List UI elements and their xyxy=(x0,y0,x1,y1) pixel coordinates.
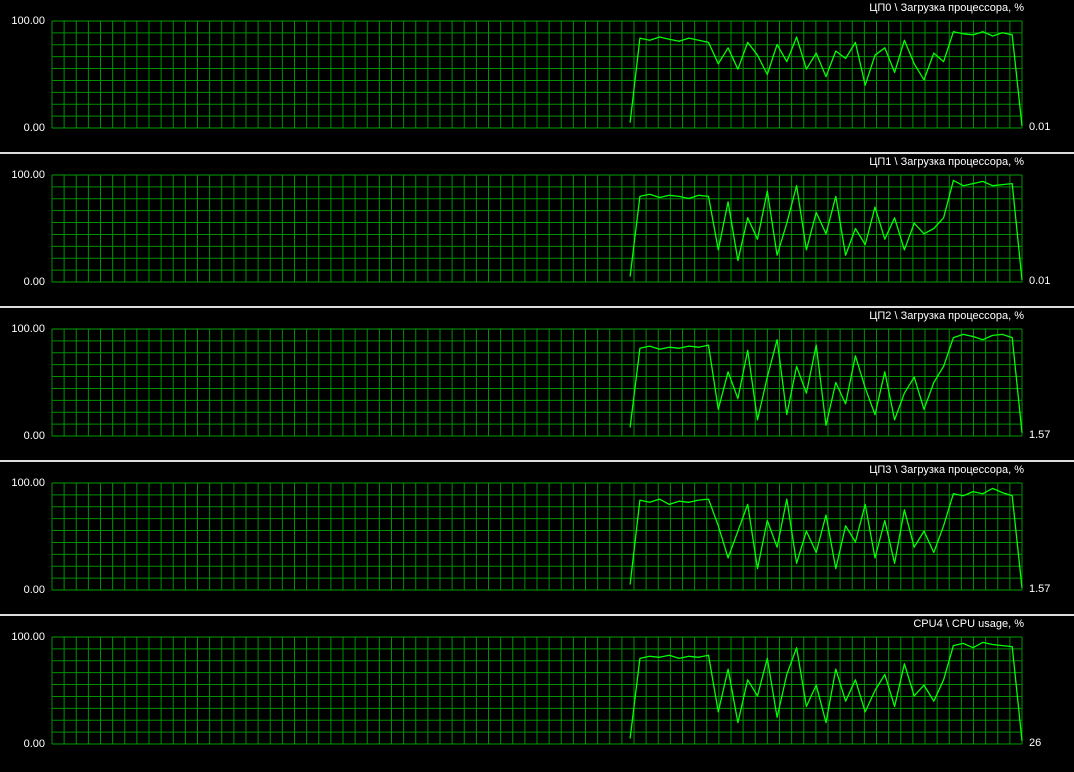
y-tick-label: 100.00 xyxy=(11,631,45,643)
y-tick-label: 0.00 xyxy=(24,122,45,134)
current-value-label: 26 xyxy=(1029,737,1041,749)
y-tick-label: 0.00 xyxy=(24,584,45,596)
current-value-label: 1.57 xyxy=(1029,583,1050,595)
chart-title: ЦП3 \ Загрузка процессора, % xyxy=(869,464,1024,476)
y-tick-label: 100.00 xyxy=(11,15,45,27)
y-tick-label: 100.00 xyxy=(11,323,45,335)
y-tick-label: 0.00 xyxy=(24,276,45,288)
chart-title: CPU4 \ CPU usage, % xyxy=(913,618,1024,630)
y-tick-label: 0.00 xyxy=(24,738,45,750)
y-tick-label: 0.00 xyxy=(24,430,45,442)
cpu-line xyxy=(629,641,1023,741)
cpu-line xyxy=(629,333,1023,433)
chart-title: ЦП1 \ Загрузка процессора, % xyxy=(869,156,1024,168)
current-value-label: 1.57 xyxy=(1029,429,1050,441)
current-value-label: 0.01 xyxy=(1029,121,1050,133)
cpu-line xyxy=(629,31,1023,126)
cpu-line xyxy=(629,179,1023,280)
chart-title: ЦП0 \ Загрузка процессора, % xyxy=(869,2,1024,14)
current-value-label: 0.01 xyxy=(1029,275,1050,287)
cpu-line xyxy=(629,487,1023,588)
y-tick-label: 100.00 xyxy=(11,169,45,181)
chart-title: ЦП2 \ Загрузка процессора, % xyxy=(869,310,1024,322)
y-tick-label: 100.00 xyxy=(11,477,45,489)
